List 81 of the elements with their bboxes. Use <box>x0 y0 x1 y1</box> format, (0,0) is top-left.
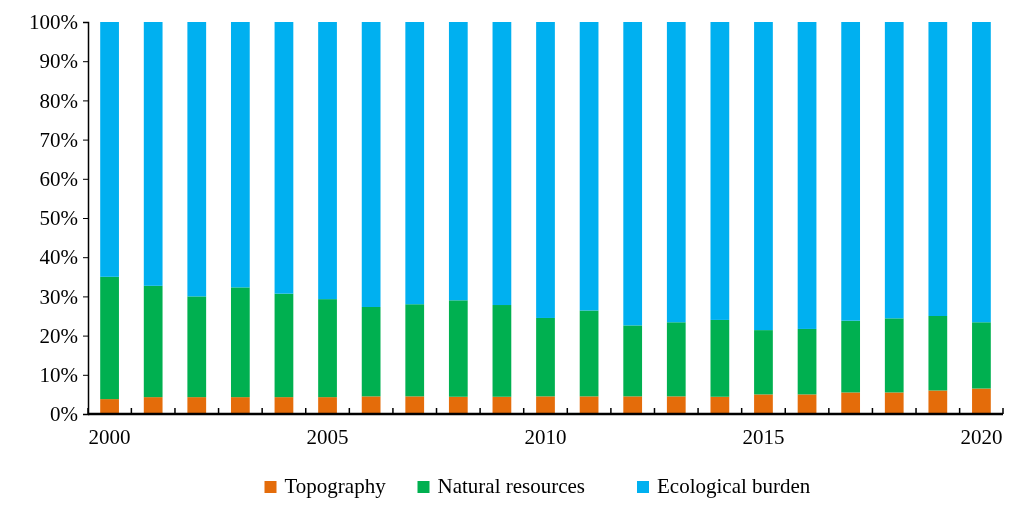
bar <box>405 396 425 414</box>
bar <box>318 22 337 300</box>
bar <box>884 392 904 414</box>
bar <box>623 396 643 414</box>
bar <box>797 22 817 329</box>
y-tick-label: 30% <box>39 284 78 309</box>
bar <box>754 330 773 395</box>
bar <box>187 296 207 398</box>
legend-label: Natural resources <box>437 474 586 498</box>
bar <box>492 22 512 306</box>
bar <box>884 318 904 393</box>
bar <box>536 317 555 397</box>
bar <box>710 396 730 414</box>
bar <box>318 397 337 414</box>
bar <box>143 285 163 398</box>
bar <box>666 396 686 414</box>
bar <box>623 325 643 397</box>
bar <box>797 394 817 414</box>
bar <box>230 287 250 398</box>
bar <box>579 310 599 397</box>
bar <box>928 390 948 414</box>
bar <box>536 22 555 318</box>
y-tick-label: 60% <box>39 167 78 192</box>
y-tick-label: 80% <box>39 88 78 113</box>
bar <box>841 392 861 414</box>
bar <box>710 22 730 320</box>
bar <box>318 299 337 398</box>
bar <box>143 22 163 286</box>
y-tick-label: 20% <box>39 323 78 348</box>
bar <box>274 293 294 398</box>
bar <box>797 328 817 395</box>
bar <box>100 399 119 414</box>
bar <box>754 22 773 331</box>
bar <box>361 306 381 397</box>
bar <box>579 396 599 414</box>
bar <box>928 22 948 316</box>
y-tick-label: 70% <box>39 127 78 152</box>
bar <box>405 22 425 305</box>
bar <box>841 320 861 393</box>
bar <box>143 397 163 414</box>
x-tick-label: 2015 <box>742 425 785 449</box>
y-tick-label: 40% <box>39 245 78 270</box>
bar <box>972 22 991 323</box>
y-tick-label: 100% <box>29 10 78 35</box>
y-tick-label: 10% <box>39 363 78 388</box>
y-tick-label: 90% <box>39 49 78 74</box>
bar <box>230 397 250 414</box>
bar <box>361 22 381 307</box>
y-tick-label: 0% <box>50 402 78 427</box>
bar <box>841 22 861 321</box>
bar <box>274 397 294 414</box>
legend-label: Topography <box>284 474 387 498</box>
bar <box>754 394 773 414</box>
bar <box>579 22 599 311</box>
bar <box>492 305 512 397</box>
bar <box>187 22 207 297</box>
x-tick-label: 2005 <box>306 425 349 449</box>
bar <box>666 22 686 323</box>
x-tick-label: 2020 <box>960 425 1003 449</box>
x-tick-label: 2010 <box>524 425 567 449</box>
bar <box>666 322 686 397</box>
bar <box>100 22 119 277</box>
bar <box>710 319 730 397</box>
bar <box>448 300 468 397</box>
bar <box>448 396 468 414</box>
y-tick-label: 50% <box>39 206 78 231</box>
bar <box>623 22 643 326</box>
bar <box>972 322 991 389</box>
bar <box>361 396 381 414</box>
x-tick-label: 2000 <box>88 425 131 449</box>
bar <box>274 22 294 294</box>
bar <box>884 22 904 319</box>
bar <box>448 22 468 301</box>
bar <box>972 388 991 414</box>
bar <box>230 22 250 288</box>
bar <box>405 304 425 397</box>
bar <box>100 276 119 400</box>
bar <box>187 397 207 414</box>
legend-label: Ecological burden <box>657 474 811 498</box>
bar <box>928 316 948 391</box>
bar <box>536 396 555 414</box>
